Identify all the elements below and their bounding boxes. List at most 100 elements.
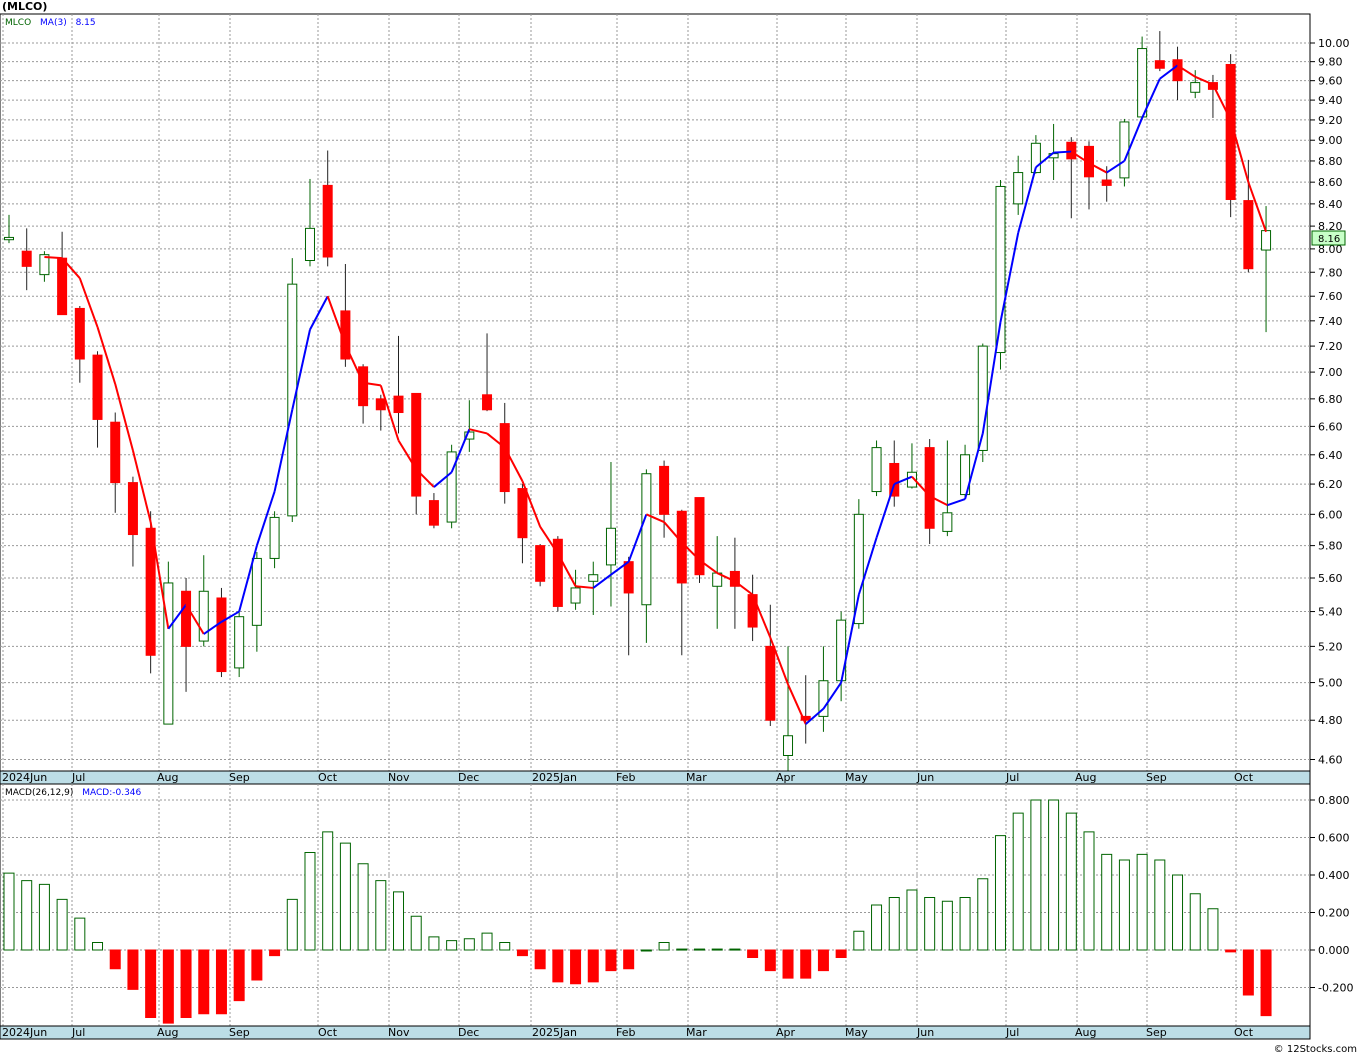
ma-line-segment [203,621,223,635]
price-y-tick-label: 6.80 [1318,393,1343,406]
candle [659,460,670,538]
ma-line-segment [929,495,948,507]
svg-text:MLCO MA(3) 8.15: MLCO MA(3) 8.15 [5,18,96,28]
ma-line-segment [397,439,418,470]
candle [818,646,829,732]
candle [428,493,439,529]
macd-date-label: Jun [916,1026,934,1039]
ma-line-segment [450,428,471,473]
candle [1225,54,1236,218]
macd-bar-negative [127,949,139,990]
candle-body-up [818,680,829,717]
price-date-label: Mar [686,771,707,784]
ma-line-segment [469,428,488,435]
macd-bar-negative [587,949,599,983]
candle-body-down [552,538,563,607]
ma-line-segment [999,232,1020,323]
macd-bar-positive [21,880,33,951]
macd-date-labels: 2024Jun Jul Aug Sep Oct Nov Dec 2025Jan Feb Mar Ap… [2,1026,1254,1039]
candle-body-up [163,582,174,725]
macd-bar-positive [74,917,86,951]
candle [358,364,369,424]
ma-line-segment [291,329,311,410]
candle-body-down [1084,145,1095,178]
candle [163,561,174,725]
candle [1013,155,1024,215]
ma-line-segment [131,450,152,523]
candle-body-down [92,354,103,420]
macd-date-label: Aug [1075,1026,1096,1039]
candle [145,511,156,674]
candle [783,646,794,774]
ma-line-segment [1035,151,1055,169]
candle-body-up [198,590,209,642]
ma-line-series [44,64,1267,725]
candle-body-down [765,645,776,721]
candle [446,444,457,529]
macd-date-label: Nov [388,1026,410,1039]
price-y-tick-label: 8.00 [1318,243,1343,256]
ma-line-segment [1053,150,1072,154]
macd-bar-positive [1118,859,1130,951]
macd-bar-positive [1101,853,1113,951]
candle-body-down [1101,179,1112,186]
macd-bar-positive [1207,908,1219,951]
candlestick-series [4,31,1272,774]
price-y-tick-label: 7.00 [1318,366,1343,379]
candle-body-up [1013,172,1024,205]
candle [92,351,103,448]
macd-bar-positive [693,948,705,951]
macd-y-tick-label: 0.600 [1318,832,1350,845]
price-date-label: Oct [1234,771,1254,784]
candle [552,536,563,612]
macd-bar-positive [1065,812,1077,951]
price-y-axis: 4.60 4.80 5.00 5.20 5.40 5.60 5.80 6.00 6.20 6.40… [1310,37,1350,767]
candle-body-down [181,590,192,647]
price-date-label: Sep [1146,771,1167,784]
macd-legend-label: MACD(26,12,9) [5,788,73,798]
macd-bar-positive [729,948,741,951]
macd-bar-negative [145,949,157,1018]
price-y-tick-label: 5.00 [1318,677,1343,690]
ma-line-segment [981,321,1002,434]
macd-bar-positive [322,831,334,951]
ma-line-segment [1017,167,1037,234]
macd-bar-positive [658,942,670,951]
macd-bar-positive [393,891,405,951]
candle [375,394,386,431]
candle [960,444,971,498]
ma-line-segment [787,684,807,725]
price-date-label: Oct [318,771,338,784]
candle-body-up [269,516,280,559]
candle [234,611,245,678]
price-date-labels: 2024Jun Jul Aug Sep Oct Nov Dec 2025Jan Feb Mar Ap… [2,771,1254,784]
ma-line-segment [44,256,63,260]
price-y-tick-label: 6.60 [1318,420,1343,433]
macd-bar-positive [959,897,971,951]
candle [535,544,546,587]
macd-bar-positive [888,897,900,951]
price-y-tick-label: 4.80 [1318,714,1343,727]
ma-line-segment [663,521,683,544]
candle-body-up [464,431,475,440]
price-date-label: Sep [229,771,250,784]
macd-date-label: Jul [71,1026,85,1039]
candle [4,214,14,244]
macd-bar-positive [481,932,493,951]
ma-line-segment [1106,160,1125,174]
candle-body-down [411,392,422,497]
ma-line-segment [78,277,99,328]
candle-body-down [889,462,900,497]
ma-line-segment [433,471,453,488]
macd-y-tick-label: 0.400 [1318,869,1350,882]
price-y-tick-label: 4.60 [1318,754,1343,767]
macd-date-label: Oct [318,1026,338,1039]
macd-bar-negative [109,949,121,970]
macd-y-tick-label: -0.200 [1318,982,1353,995]
candle [924,439,935,545]
price-date-label: Dec [458,771,479,784]
candle-body-up [1030,142,1041,174]
price-y-tick-label: 9.80 [1318,56,1343,69]
macd-bar-negative [215,949,227,1015]
macd-bar-negative [570,949,582,985]
